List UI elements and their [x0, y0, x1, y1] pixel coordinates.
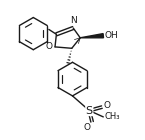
Text: O: O: [103, 102, 110, 110]
Text: N: N: [70, 17, 77, 25]
Polygon shape: [80, 34, 104, 38]
Text: CH₃: CH₃: [105, 112, 120, 121]
Text: OH: OH: [104, 31, 118, 40]
Text: O: O: [46, 42, 52, 51]
Text: O: O: [84, 123, 91, 132]
Text: S: S: [86, 106, 93, 116]
